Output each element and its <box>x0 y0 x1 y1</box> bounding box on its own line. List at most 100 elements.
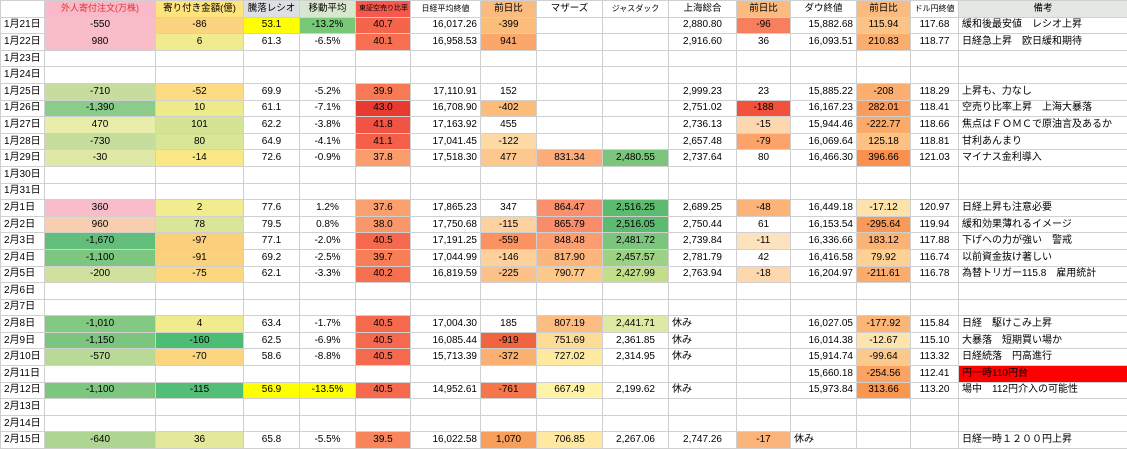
cell-biko[interactable]: 日経急上昇 欧日緩和期待 <box>959 34 1127 51</box>
cell-ratio[interactable] <box>244 183 300 200</box>
date-cell[interactable]: 2月9日 <box>1 332 45 349</box>
cell-zenjitsu_dow[interactable] <box>857 399 911 416</box>
date-cell[interactable]: 2月12日 <box>1 382 45 399</box>
cell-mothers[interactable]: 807.19 <box>537 316 603 333</box>
cell-zenjitsu_dow[interactable] <box>857 415 911 432</box>
cell-zenjitsu_dow[interactable]: 115.94 <box>857 17 911 34</box>
cell-ratio[interactable]: 79.5 <box>244 216 300 233</box>
cell-nikkei[interactable] <box>411 415 481 432</box>
cell-zenjitsu_dow[interactable]: 396.66 <box>857 150 911 167</box>
cell-shanghai[interactable]: 2,781.79 <box>669 249 737 266</box>
cell-shanghai[interactable] <box>669 415 737 432</box>
cell-shanghai[interactable]: 2,737.64 <box>669 150 737 167</box>
cell-usdjpy[interactable]: 115.10 <box>911 332 959 349</box>
cell-nikkei[interactable]: 17,044.99 <box>411 249 481 266</box>
cell-karauri[interactable]: 40.5 <box>356 349 411 366</box>
cell-zenjitsu_nikkei[interactable] <box>481 283 537 300</box>
cell-gaijin[interactable] <box>45 50 156 67</box>
cell-biko[interactable]: 緩和後最安値 レシオ上昇 <box>959 17 1127 34</box>
cell-mothers[interactable] <box>537 183 603 200</box>
cell-ma[interactable]: -0.9% <box>300 150 356 167</box>
cell-biko[interactable]: 円一時110円台 <box>959 366 1127 383</box>
cell-gaijin[interactable]: -200 <box>45 266 156 283</box>
cell-yoritsuki[interactable]: -91 <box>156 249 244 266</box>
cell-zenjitsu_nikkei[interactable]: 477 <box>481 150 537 167</box>
cell-shanghai[interactable] <box>669 166 737 183</box>
cell-zenjitsu_dow[interactable] <box>857 183 911 200</box>
cell-zenjitsu_nikkei[interactable]: 185 <box>481 316 537 333</box>
cell-zenjitsu_shanghai[interactable]: -48 <box>737 200 791 217</box>
cell-usdjpy[interactable]: 115.84 <box>911 316 959 333</box>
cell-ratio[interactable]: 62.1 <box>244 266 300 283</box>
cell-karauri[interactable]: 43.0 <box>356 100 411 117</box>
cell-usdjpy[interactable] <box>911 67 959 84</box>
cell-biko[interactable] <box>959 166 1127 183</box>
cell-yoritsuki[interactable]: 80 <box>156 133 244 150</box>
cell-karauri[interactable]: 40.7 <box>356 17 411 34</box>
cell-jasdaq[interactable] <box>603 67 669 84</box>
cell-karauri[interactable]: 40.5 <box>356 382 411 399</box>
cell-zenjitsu_nikkei[interactable]: 455 <box>481 117 537 134</box>
cell-gaijin[interactable]: -1,390 <box>45 100 156 117</box>
cell-usdjpy[interactable] <box>911 183 959 200</box>
cell-biko[interactable] <box>959 283 1127 300</box>
cell-nikkei[interactable] <box>411 299 481 316</box>
cell-zenjitsu_dow[interactable] <box>857 283 911 300</box>
cell-gaijin[interactable]: -1,100 <box>45 382 156 399</box>
cell-ma[interactable]: -5.2% <box>300 83 356 100</box>
column-header-nikkei[interactable]: 日経平均終値 <box>411 1 481 18</box>
column-header-usdjpy[interactable]: ドル円終値 <box>911 1 959 18</box>
cell-zenjitsu_dow[interactable]: 210.83 <box>857 34 911 51</box>
cell-nikkei[interactable] <box>411 399 481 416</box>
cell-jasdaq[interactable] <box>603 133 669 150</box>
cell-ratio[interactable]: 62.2 <box>244 117 300 134</box>
cell-usdjpy[interactable]: 118.81 <box>911 133 959 150</box>
cell-jasdaq[interactable]: 2,480.55 <box>603 150 669 167</box>
cell-jasdaq[interactable]: 2,516.05 <box>603 216 669 233</box>
cell-karauri[interactable] <box>356 50 411 67</box>
cell-ma[interactable] <box>300 166 356 183</box>
cell-usdjpy[interactable]: 113.32 <box>911 349 959 366</box>
cell-usdjpy[interactable] <box>911 299 959 316</box>
cell-ratio[interactable] <box>244 67 300 84</box>
cell-yoritsuki[interactable]: -52 <box>156 83 244 100</box>
date-cell[interactable]: 2月15日 <box>1 432 45 449</box>
cell-shanghai[interactable]: 2,747.26 <box>669 432 737 449</box>
cell-ma[interactable] <box>300 366 356 383</box>
cell-dow[interactable]: 16,153.54 <box>791 216 857 233</box>
cell-jasdaq[interactable] <box>603 34 669 51</box>
cell-dow[interactable]: 15,914.74 <box>791 349 857 366</box>
cell-gaijin[interactable] <box>45 299 156 316</box>
cell-usdjpy[interactable]: 117.88 <box>911 233 959 250</box>
cell-zenjitsu_nikkei[interactable] <box>481 399 537 416</box>
cell-mothers[interactable]: 864.47 <box>537 200 603 217</box>
cell-nikkei[interactable] <box>411 183 481 200</box>
cell-usdjpy[interactable] <box>911 283 959 300</box>
cell-gaijin[interactable]: 470 <box>45 117 156 134</box>
cell-biko[interactable] <box>959 183 1127 200</box>
cell-zenjitsu_nikkei[interactable] <box>481 299 537 316</box>
cell-dow[interactable]: 15,944.46 <box>791 117 857 134</box>
cell-zenjitsu_dow[interactable]: 313.66 <box>857 382 911 399</box>
cell-jasdaq[interactable] <box>603 166 669 183</box>
cell-usdjpy[interactable]: 120.97 <box>911 200 959 217</box>
cell-ma[interactable] <box>300 399 356 416</box>
cell-zenjitsu_nikkei[interactable]: -399 <box>481 17 537 34</box>
cell-mothers[interactable]: 790.77 <box>537 266 603 283</box>
cell-ma[interactable]: -6.5% <box>300 34 356 51</box>
cell-zenjitsu_nikkei[interactable] <box>481 166 537 183</box>
cell-yoritsuki[interactable]: -86 <box>156 17 244 34</box>
cell-jasdaq[interactable] <box>603 366 669 383</box>
cell-jasdaq[interactable]: 2,199.62 <box>603 382 669 399</box>
cell-zenjitsu_dow[interactable]: 282.01 <box>857 100 911 117</box>
cell-zenjitsu_shanghai[interactable] <box>737 283 791 300</box>
cell-ratio[interactable] <box>244 399 300 416</box>
cell-karauri[interactable]: 37.6 <box>356 200 411 217</box>
cell-karauri[interactable]: 37.8 <box>356 150 411 167</box>
cell-mothers[interactable] <box>537 83 603 100</box>
cell-zenjitsu_dow[interactable]: -254.56 <box>857 366 911 383</box>
cell-shanghai[interactable]: 2,751.02 <box>669 100 737 117</box>
cell-gaijin[interactable]: -570 <box>45 349 156 366</box>
cell-ratio[interactable]: 77.6 <box>244 200 300 217</box>
cell-ratio[interactable]: 77.1 <box>244 233 300 250</box>
